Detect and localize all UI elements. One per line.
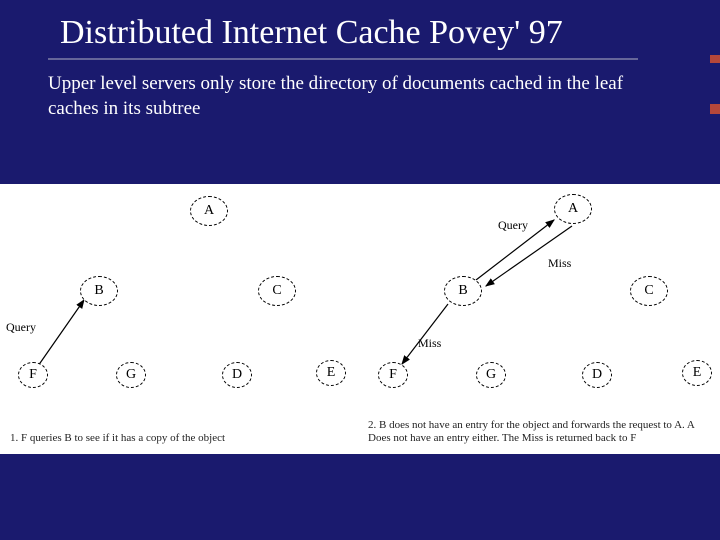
- node-e-label: E: [327, 365, 336, 381]
- diagram-container: A B C F G D E Query 1. F queries B to se…: [0, 184, 720, 454]
- node-f-r-label: F: [389, 367, 397, 383]
- node-c: C: [258, 276, 296, 306]
- node-b-r: B: [444, 276, 482, 306]
- panel-right: A B C F G D E Query Miss Miss 2. B does …: [358, 184, 720, 454]
- node-d: D: [222, 362, 252, 388]
- node-g-r: G: [476, 362, 506, 388]
- node-f-label: F: [29, 367, 37, 383]
- node-d-r-label: D: [592, 367, 602, 383]
- node-g: G: [116, 362, 146, 388]
- caption-left: 1. F queries B to see if it has a copy o…: [10, 432, 348, 446]
- node-b-r-label: B: [458, 283, 467, 299]
- accent-bar-top: [710, 55, 720, 63]
- slide-title: Distributed Internet Cache Povey' 97: [0, 0, 720, 58]
- node-a-r-label: A: [568, 201, 578, 217]
- label-miss-1: Miss: [548, 256, 571, 271]
- node-e: E: [316, 360, 346, 386]
- node-a-label: A: [204, 203, 214, 219]
- accent-bar-mid: [710, 104, 720, 114]
- node-d-r: D: [582, 362, 612, 388]
- label-miss-2: Miss: [418, 336, 441, 351]
- panel-left: A B C F G D E Query 1. F queries B to se…: [0, 184, 358, 454]
- node-c-r: C: [630, 276, 668, 306]
- node-c-r-label: C: [644, 283, 653, 299]
- node-g-label: G: [126, 367, 136, 383]
- label-query-left: Query: [6, 320, 36, 335]
- arrows-right: [358, 184, 720, 454]
- node-e-r-label: E: [693, 365, 702, 381]
- node-g-r-label: G: [486, 367, 496, 383]
- label-query-right: Query: [498, 218, 528, 233]
- node-a: A: [190, 196, 228, 226]
- node-c-label: C: [272, 283, 281, 299]
- node-f-r: F: [378, 362, 408, 388]
- node-a-r: A: [554, 194, 592, 224]
- node-e-r: E: [682, 360, 712, 386]
- node-b-label: B: [94, 283, 103, 299]
- node-b: B: [80, 276, 118, 306]
- node-d-label: D: [232, 367, 242, 383]
- slide-subtitle: Upper level servers only store the direc…: [0, 60, 720, 121]
- caption-right: 2. B does not have an entry for the obje…: [368, 419, 710, 447]
- arrows-left: [0, 184, 358, 454]
- node-f: F: [18, 362, 48, 388]
